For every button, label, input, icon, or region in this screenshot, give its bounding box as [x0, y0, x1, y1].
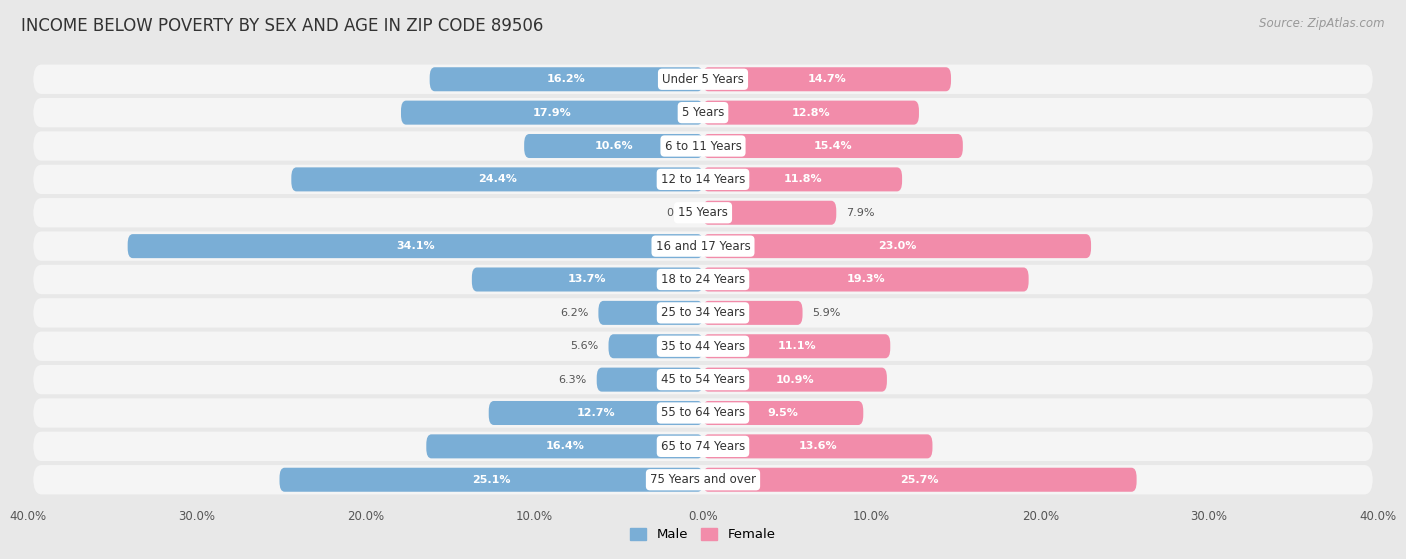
- FancyBboxPatch shape: [34, 165, 1372, 194]
- FancyBboxPatch shape: [280, 468, 703, 492]
- FancyBboxPatch shape: [426, 434, 703, 458]
- FancyBboxPatch shape: [703, 334, 890, 358]
- FancyBboxPatch shape: [703, 67, 950, 91]
- Text: 25 to 34 Years: 25 to 34 Years: [661, 306, 745, 319]
- Text: 16.2%: 16.2%: [547, 74, 586, 84]
- FancyBboxPatch shape: [703, 368, 887, 392]
- Text: 65 to 74 Years: 65 to 74 Years: [661, 440, 745, 453]
- Text: 5 Years: 5 Years: [682, 106, 724, 119]
- Text: 5.6%: 5.6%: [571, 341, 599, 351]
- Text: 45 to 54 Years: 45 to 54 Years: [661, 373, 745, 386]
- FancyBboxPatch shape: [34, 298, 1372, 328]
- Text: Source: ZipAtlas.com: Source: ZipAtlas.com: [1260, 17, 1385, 30]
- FancyBboxPatch shape: [472, 268, 703, 291]
- FancyBboxPatch shape: [34, 231, 1372, 261]
- Text: 7.9%: 7.9%: [846, 208, 875, 218]
- Text: 13.6%: 13.6%: [799, 442, 837, 451]
- FancyBboxPatch shape: [703, 201, 837, 225]
- FancyBboxPatch shape: [489, 401, 703, 425]
- Text: 16.4%: 16.4%: [546, 442, 583, 451]
- FancyBboxPatch shape: [596, 368, 703, 392]
- Legend: Male, Female: Male, Female: [630, 528, 776, 541]
- Text: 11.1%: 11.1%: [778, 341, 815, 351]
- Text: 6 to 11 Years: 6 to 11 Years: [665, 140, 741, 153]
- Text: 15.4%: 15.4%: [814, 141, 852, 151]
- FancyBboxPatch shape: [291, 167, 703, 191]
- Text: 34.1%: 34.1%: [396, 241, 434, 251]
- FancyBboxPatch shape: [703, 234, 1091, 258]
- Text: 25.7%: 25.7%: [901, 475, 939, 485]
- Text: 9.5%: 9.5%: [768, 408, 799, 418]
- Text: 23.0%: 23.0%: [877, 241, 917, 251]
- FancyBboxPatch shape: [401, 101, 703, 125]
- Text: 10.9%: 10.9%: [776, 375, 814, 385]
- FancyBboxPatch shape: [34, 198, 1372, 228]
- FancyBboxPatch shape: [609, 334, 703, 358]
- FancyBboxPatch shape: [34, 265, 1372, 294]
- FancyBboxPatch shape: [128, 234, 703, 258]
- FancyBboxPatch shape: [703, 134, 963, 158]
- Text: Under 5 Years: Under 5 Years: [662, 73, 744, 86]
- FancyBboxPatch shape: [599, 301, 703, 325]
- FancyBboxPatch shape: [430, 67, 703, 91]
- FancyBboxPatch shape: [34, 365, 1372, 394]
- FancyBboxPatch shape: [703, 167, 903, 191]
- FancyBboxPatch shape: [34, 65, 1372, 94]
- Text: 17.9%: 17.9%: [533, 108, 571, 117]
- FancyBboxPatch shape: [703, 401, 863, 425]
- Text: 10.6%: 10.6%: [595, 141, 633, 151]
- Text: INCOME BELOW POVERTY BY SEX AND AGE IN ZIP CODE 89506: INCOME BELOW POVERTY BY SEX AND AGE IN Z…: [21, 17, 544, 35]
- Text: 12.8%: 12.8%: [792, 108, 831, 117]
- Text: 11.8%: 11.8%: [783, 174, 823, 184]
- Text: 16 and 17 Years: 16 and 17 Years: [655, 240, 751, 253]
- Text: 13.7%: 13.7%: [568, 274, 606, 285]
- Text: 0.0%: 0.0%: [666, 208, 695, 218]
- FancyBboxPatch shape: [703, 268, 1029, 291]
- Text: 55 to 64 Years: 55 to 64 Years: [661, 406, 745, 419]
- Text: 12 to 14 Years: 12 to 14 Years: [661, 173, 745, 186]
- Text: 75 Years and over: 75 Years and over: [650, 473, 756, 486]
- FancyBboxPatch shape: [34, 465, 1372, 494]
- FancyBboxPatch shape: [34, 399, 1372, 428]
- Text: 35 to 44 Years: 35 to 44 Years: [661, 340, 745, 353]
- Text: 19.3%: 19.3%: [846, 274, 886, 285]
- FancyBboxPatch shape: [34, 432, 1372, 461]
- Text: 25.1%: 25.1%: [472, 475, 510, 485]
- FancyBboxPatch shape: [703, 101, 920, 125]
- Text: 5.9%: 5.9%: [813, 308, 841, 318]
- FancyBboxPatch shape: [34, 131, 1372, 160]
- FancyBboxPatch shape: [703, 301, 803, 325]
- Text: 15 Years: 15 Years: [678, 206, 728, 219]
- Text: 12.7%: 12.7%: [576, 408, 616, 418]
- Text: 24.4%: 24.4%: [478, 174, 516, 184]
- Text: 18 to 24 Years: 18 to 24 Years: [661, 273, 745, 286]
- FancyBboxPatch shape: [34, 98, 1372, 127]
- Text: 14.7%: 14.7%: [807, 74, 846, 84]
- FancyBboxPatch shape: [703, 468, 1136, 492]
- FancyBboxPatch shape: [524, 134, 703, 158]
- Text: 6.2%: 6.2%: [560, 308, 588, 318]
- FancyBboxPatch shape: [703, 434, 932, 458]
- Text: 6.3%: 6.3%: [558, 375, 586, 385]
- FancyBboxPatch shape: [34, 331, 1372, 361]
